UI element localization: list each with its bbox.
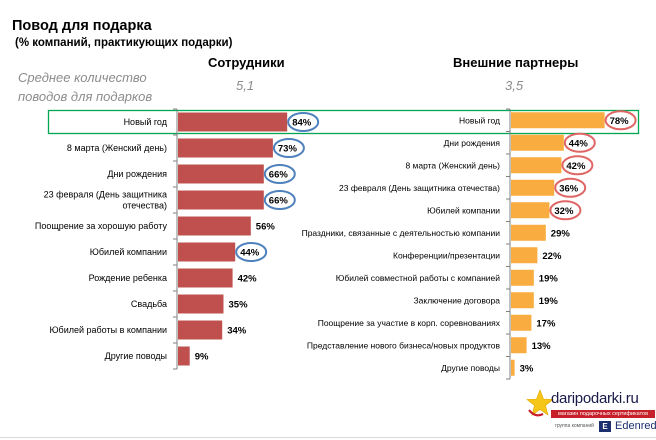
partners-value-label: 36% [559, 183, 579, 194]
employees-panel-title: Сотрудники [208, 55, 285, 70]
employees-category-label: Свадьба [131, 299, 167, 309]
employees-average-value: 5,1 [236, 78, 255, 93]
partners-bar [511, 224, 546, 241]
employees-category-label: Другие поводы [105, 351, 167, 361]
employees-value-circle [287, 112, 320, 132]
partners-bar [511, 157, 562, 174]
employees-category-label: Юбилей работы в компании [49, 325, 167, 335]
partners-category-label: Дни рождения [444, 138, 501, 148]
partners-category-label: Другие поводы [441, 363, 500, 373]
employees-bar [178, 346, 190, 366]
edenred-logo-icon: E [599, 421, 611, 432]
employees-category-label: Юбилей компании [90, 247, 167, 257]
employees-value-label: 66% [269, 170, 289, 181]
partners-category-label: Поощрение за участие в корп. соревновани… [318, 318, 501, 328]
partners-category-label: Представление нового бизнеса/новых проду… [307, 340, 501, 350]
average-label-line2: поводов для подарков [18, 89, 153, 104]
partners-value-circle [563, 132, 596, 153]
employees-value-label: 56% [256, 222, 276, 233]
employees-category-label: 23 февраля (День защитника [44, 190, 167, 200]
partners-value-label: 19% [539, 296, 559, 307]
employees-category-label: Рождение ребенка [89, 273, 167, 283]
employees-bar [178, 216, 251, 236]
employees-value-label: 34% [227, 326, 247, 337]
partners-bar [511, 247, 538, 264]
partners-value-label: 42% [566, 161, 586, 172]
star-logo-icon [526, 389, 554, 417]
partners-value-label: 13% [532, 341, 552, 352]
partners-category-label: Юбилей совместной работы с компанией [336, 273, 500, 283]
chart-subtitle: (% компаний, практикующих подарки) [15, 37, 233, 49]
partners-value-label: 44% [569, 138, 589, 149]
partners-bar [511, 292, 534, 309]
partners-bar [511, 179, 555, 196]
partners-category-label: 8 марта (Женский день) [405, 160, 500, 170]
partners-bar [511, 202, 550, 219]
employees-value-label: 9% [195, 352, 209, 363]
partners-value-label: 32% [554, 206, 574, 217]
logo-brand: Edenred [615, 420, 656, 432]
highlight-box [47, 109, 640, 135]
employees-bar [178, 164, 264, 184]
partners-value-circle [604, 110, 637, 131]
employees-bar [178, 112, 288, 132]
average-label-line1: Среднее количество [18, 70, 147, 85]
partners-value-label: 19% [539, 273, 559, 284]
partners-bar [511, 337, 527, 354]
partners-value-circle [561, 155, 594, 176]
partners-bar [511, 269, 534, 286]
partners-category-label: Новый год [459, 115, 500, 125]
partners-bar [511, 112, 605, 129]
employees-category-label: Новый год [124, 117, 168, 127]
partners-value-circle [549, 200, 582, 221]
partners-value-label: 17% [536, 318, 556, 329]
partners-bar [511, 359, 515, 376]
average-label: Среднее количество поводов для подарков [18, 68, 152, 106]
partners-category-label: Конференции/презентации [393, 250, 500, 260]
employees-category-label: Дни рождения [107, 169, 167, 179]
employees-bar [178, 268, 233, 288]
partners-value-circle [554, 177, 587, 198]
daripodarki-logo: daripodarki.ru магазин подарочных сертиф… [525, 388, 656, 438]
partners-bar [511, 314, 532, 331]
partners-value-label: 3% [520, 363, 534, 374]
logo-tagline: магазин подарочных сертификатов [551, 410, 655, 418]
partners-value-label: 22% [542, 251, 562, 262]
employees-bar [178, 320, 223, 340]
employees-bar [178, 242, 236, 262]
employees-category-label: отечества) [122, 201, 167, 211]
logo-site-name: daripodarki.ru [551, 390, 639, 407]
partners-category-label: Заключение договора [414, 295, 501, 305]
employees-value-circle [263, 164, 296, 184]
partners-value-label: 29% [551, 228, 571, 239]
employees-value-circle [235, 242, 268, 262]
employees-bar [178, 294, 224, 314]
partners-category-label: Юбилей компании [427, 205, 500, 215]
employees-category-label: 8 марта (Женский день) [67, 143, 167, 153]
employees-value-circle [263, 190, 296, 210]
employees-value-label: 84% [292, 118, 312, 129]
employees-bar [178, 190, 264, 210]
chart-title: Повод для подарка [12, 18, 152, 34]
footer-divider [0, 437, 656, 438]
employees-category-label: Поощрение за хорошую работу [35, 221, 168, 231]
partners-value-label: 78% [610, 116, 630, 127]
employees-value-label: 42% [238, 274, 258, 285]
employees-value-label: 44% [240, 248, 260, 259]
partners-category-label: Праздники, связанные с деятельностью ком… [302, 228, 501, 238]
partners-bar [511, 134, 564, 151]
employees-value-label: 66% [269, 196, 289, 207]
employees-value-label: 35% [229, 300, 249, 311]
logo-group-label: группа компаний [555, 423, 594, 429]
partners-category-label: 23 февраля (День защитника отечества) [339, 183, 500, 193]
employees-bar [178, 138, 273, 158]
employees-value-circle [272, 138, 305, 158]
partners-panel-title: Внешние партнеры [453, 55, 579, 70]
employees-value-label: 73% [278, 144, 298, 155]
partners-average-value: 3,5 [505, 78, 524, 93]
